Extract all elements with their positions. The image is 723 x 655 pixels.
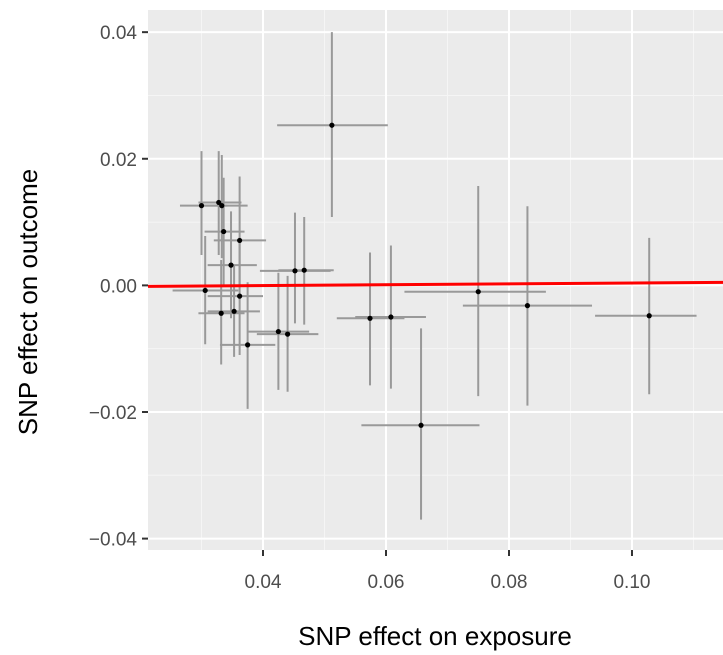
data-point	[524, 303, 531, 309]
fit-line	[147, 280, 723, 288]
data-point	[418, 422, 424, 428]
x-tick-label: 0.08	[490, 572, 527, 593]
y-tick-label: 0.00	[100, 276, 137, 297]
data-point	[329, 122, 335, 128]
y-tick-label: 0.04	[100, 23, 137, 44]
data-point	[231, 308, 237, 314]
data-point	[237, 237, 243, 244]
y-axis-title: SNP effect on outcome	[13, 169, 43, 435]
fit-line-group	[147, 280, 723, 288]
plot-panel	[148, 10, 723, 550]
data-point	[284, 331, 291, 337]
data-point	[221, 228, 227, 235]
data-point	[301, 267, 307, 273]
x-axis: 0.04 0.06 0.08 0.10	[245, 550, 650, 593]
data-point	[646, 313, 652, 319]
data-point	[475, 289, 481, 295]
x-tick-label: 0.04	[245, 572, 282, 593]
y-tick-label: 0.02	[100, 150, 137, 171]
data-point	[202, 287, 208, 294]
data-point	[388, 314, 394, 320]
minor-grid	[148, 10, 723, 550]
data-point	[228, 262, 234, 268]
x-tick-label: 0.06	[368, 572, 405, 593]
y-axis: −0.04 −0.02 0.00 0.02 0.04	[89, 23, 148, 551]
x-tick-label: 0.10	[613, 572, 650, 593]
x-axis-title: SNP effect on exposure	[298, 621, 572, 651]
data-point	[198, 203, 205, 209]
y-tick-label: −0.02	[89, 403, 137, 424]
data-point	[219, 203, 225, 209]
data-point	[367, 315, 373, 321]
data-point	[245, 342, 251, 348]
data-point	[292, 268, 298, 274]
data-point	[237, 293, 243, 299]
data-point	[218, 310, 224, 316]
data-point	[275, 328, 281, 335]
y-tick-label: −0.04	[89, 530, 138, 551]
data-points	[198, 122, 652, 428]
